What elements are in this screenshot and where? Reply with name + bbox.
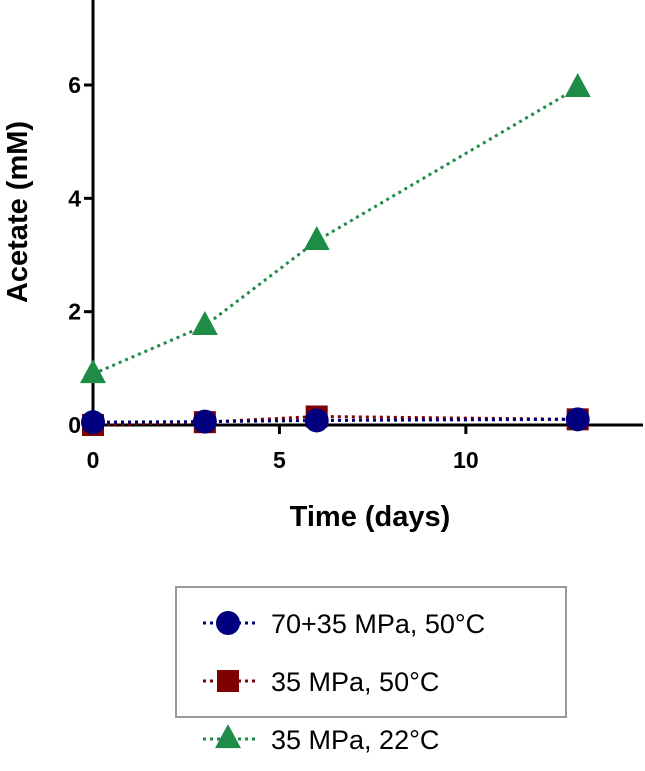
data-point (80, 359, 106, 384)
data-point (192, 409, 217, 434)
legend-label: 35 MPa, 50°C (271, 667, 439, 697)
y-tick-label: 0 (68, 412, 81, 438)
x-axis-title: Time (days) (290, 501, 451, 533)
ticks (84, 83, 468, 434)
data-point (304, 408, 329, 433)
data-point (564, 72, 591, 97)
tick-labels: 0 2 4 6 0 5 10 (68, 72, 478, 473)
data-point (565, 407, 590, 432)
legend-marker (217, 670, 239, 692)
legend-label: 35 MPa, 22°C (271, 725, 439, 755)
legend-marker (215, 724, 241, 749)
legend-marker (216, 611, 240, 635)
data-point (81, 410, 105, 435)
series-triangle (80, 72, 591, 384)
series-circle (81, 407, 590, 435)
x-tick-label: 5 (273, 447, 286, 473)
y-tick-label: 4 (68, 185, 81, 211)
legend-item: 35 MPa, 50°C (203, 667, 439, 697)
axes (91, 0, 643, 427)
data-point (191, 310, 218, 335)
series-line (92, 417, 578, 424)
y-tick-label: 2 (68, 299, 81, 325)
legend-item: 70+35 MPa, 50°C (203, 609, 485, 639)
x-tick-label: 10 (453, 447, 479, 473)
y-axis-title: Acetate (mM) (2, 121, 34, 303)
y-tick-label: 6 (68, 72, 81, 98)
data-point (303, 225, 330, 250)
x-tick-label: 0 (87, 447, 100, 473)
series-layer (80, 72, 591, 436)
legend-label: 70+35 MPa, 50°C (271, 609, 485, 639)
legend-items: 70+35 MPa, 50°C 35 MPa, 50°C 35 MPa, 22°C (203, 609, 485, 755)
legend-box (175, 586, 567, 718)
series-line (92, 86, 579, 376)
legend-item: 35 MPa, 22°C (203, 724, 439, 755)
legend: 70+35 MPa, 50°C 35 MPa, 50°C 35 MPa, 22°C (175, 586, 567, 755)
